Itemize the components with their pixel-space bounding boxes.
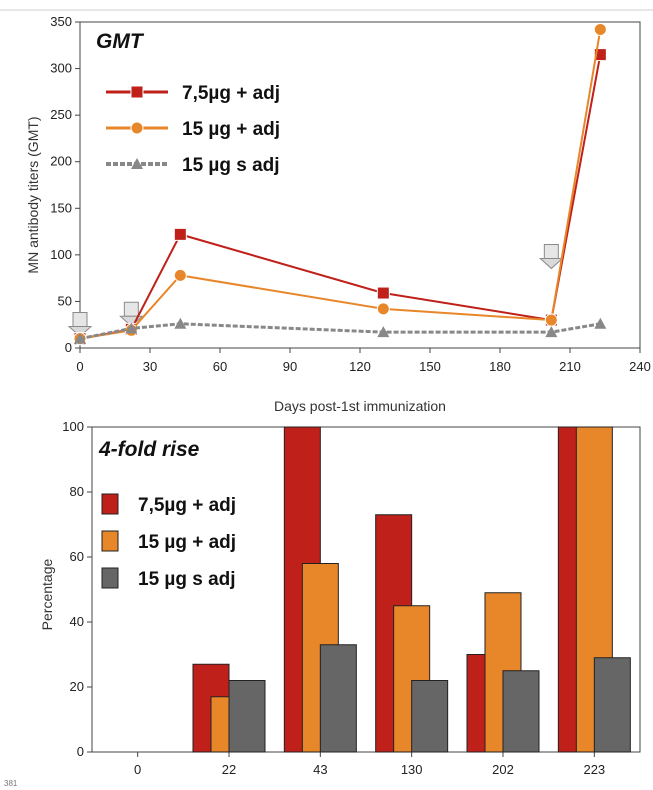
legend-label: 7,5µg + adj — [182, 83, 280, 104]
y-tick-label: 60 — [70, 549, 84, 564]
data-point — [544, 313, 558, 327]
series-1 — [73, 22, 607, 346]
bar — [319, 644, 357, 753]
x-axis-title: Days post-1st immunization — [274, 398, 446, 414]
x-tick-label: 43 — [313, 762, 327, 777]
vaccination-arrow-icon — [539, 244, 564, 270]
vaccination-arrow-body — [72, 312, 88, 328]
data-point — [377, 326, 390, 338]
vaccination-arrow-head — [539, 258, 564, 270]
vaccination-arrow-body — [123, 301, 139, 317]
x-tick-label: 0 — [134, 762, 141, 777]
legend-label: 15 µg + adj — [138, 532, 236, 553]
legend-entry: 7,5µg + adj — [101, 493, 236, 516]
x-tick-label: 202 — [492, 762, 514, 777]
legend-label: 7,5µg + adj — [138, 495, 236, 516]
legend-entry: 15 µg + adj — [106, 119, 280, 140]
data-point — [593, 22, 607, 36]
data-point — [173, 268, 187, 282]
legend-label: 15 µg s adj — [138, 569, 236, 590]
y-tick-label: 0 — [65, 340, 72, 355]
y-tick-label: 100 — [62, 419, 84, 434]
bar — [502, 670, 540, 753]
series-line — [79, 54, 602, 340]
plot-frame — [91, 426, 641, 753]
y-tick-label: 0 — [77, 744, 84, 759]
x-tick-label: 0 — [76, 359, 83, 374]
gmt-line-chart: 0 50 100 150 200 250 300 350 0 30 60 90 120 150 180 210… — [0, 9, 653, 414]
series-line — [79, 29, 602, 340]
series-line — [79, 322, 601, 341]
x-tick-label: 60 — [213, 359, 227, 374]
data-point — [376, 286, 390, 300]
x-tick-label: 150 — [419, 359, 441, 374]
data-point — [545, 326, 558, 338]
legend-entry: 15 µg s adj — [106, 155, 280, 176]
x-tick-label: 240 — [629, 359, 651, 374]
y-tick-label: 40 — [70, 614, 84, 629]
legend-label: 15 µg + adj — [182, 119, 280, 140]
y-tick-label: 350 — [50, 14, 72, 29]
page-footnote: 381 — [4, 779, 18, 788]
series-2 — [74, 317, 607, 344]
x-tick-label: 223 — [583, 762, 605, 777]
x-tick-label: 30 — [143, 359, 157, 374]
y-tick-label: 200 — [50, 154, 72, 169]
vaccination-arrow-head — [67, 326, 93, 338]
bar — [411, 680, 449, 753]
legend-label: 15 µg s adj — [182, 155, 280, 176]
x-tick-label: 180 — [489, 359, 511, 374]
data-point — [125, 322, 138, 334]
vaccination-arrow-body — [543, 244, 559, 260]
legend-entry: 15 µg + adj — [101, 530, 236, 553]
x-tick-label: 210 — [559, 359, 581, 374]
data-point — [376, 302, 390, 316]
data-point — [74, 332, 86, 344]
x-tick-label: 130 — [401, 762, 423, 777]
bar — [593, 657, 631, 753]
chart-title: GMT — [96, 30, 145, 53]
bar — [228, 680, 266, 753]
legend-swatch — [101, 493, 119, 515]
x-tick-label: 22 — [222, 762, 236, 777]
legend-entry: 15 µg s adj — [101, 567, 236, 590]
y-tick-label: 250 — [50, 107, 72, 122]
vaccination-arrow-icon — [67, 312, 93, 338]
y-tick-label: 80 — [70, 484, 84, 499]
four-fold-rise-bar-chart: 0 20 40 60 80 100 Percentage 0 22 43 130 202 223 4-fo… — [39, 419, 641, 777]
x-tick-label: 90 — [283, 359, 297, 374]
data-point — [594, 317, 607, 329]
data-point — [174, 317, 187, 329]
y-axis-title: Percentage — [39, 558, 55, 630]
bar-series-2 — [228, 644, 631, 753]
legend-swatch-marker — [130, 121, 144, 135]
y-axis-title: MN antibody titers (GMT) — [25, 116, 41, 273]
legend-swatch — [101, 567, 119, 589]
y-tick-label: 150 — [50, 200, 72, 215]
chart-title: 4-fold rise — [98, 438, 200, 461]
data-point — [173, 227, 187, 241]
y-tick-label: 20 — [70, 679, 84, 694]
y-tick-label: 300 — [50, 61, 72, 76]
legend-swatch — [101, 530, 119, 552]
legend-swatch-marker — [130, 85, 144, 99]
x-tick-label: 120 — [349, 359, 371, 374]
y-tick-label: 50 — [58, 293, 72, 308]
legend-swatch-marker — [131, 158, 143, 169]
legend-entry: 7,5µg + adj — [106, 83, 280, 104]
y-tick-label: 100 — [50, 247, 72, 262]
